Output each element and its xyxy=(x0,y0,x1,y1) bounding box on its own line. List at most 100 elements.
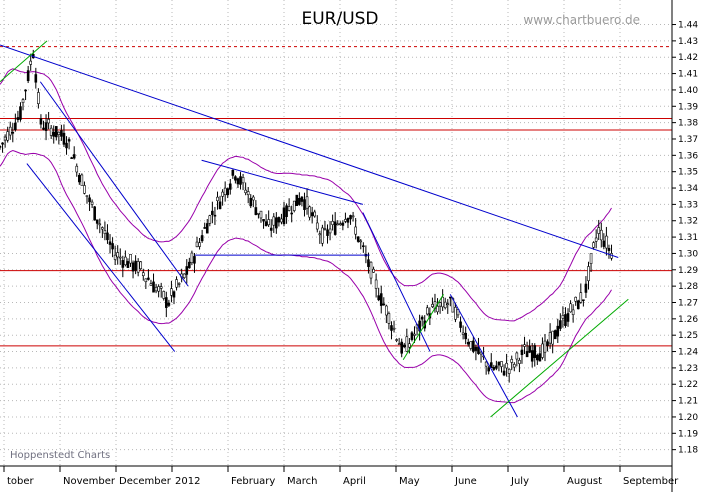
candle-body xyxy=(574,296,577,302)
candle-body xyxy=(495,365,498,369)
candle-body xyxy=(589,253,593,264)
y-tick-label: 1.28 xyxy=(678,282,698,292)
axes xyxy=(0,0,673,492)
y-tick-label: 1.27 xyxy=(678,298,698,308)
candle-body xyxy=(193,256,196,264)
candle-body xyxy=(390,325,393,331)
candle-body xyxy=(533,345,537,358)
candle-body xyxy=(16,117,20,120)
candle-body xyxy=(336,223,340,226)
y-tick-label: 1.26 xyxy=(678,315,698,325)
candle-body xyxy=(264,221,268,227)
candle-body xyxy=(556,325,560,337)
candle-body xyxy=(369,261,373,279)
candle-body xyxy=(328,228,332,234)
candle-body xyxy=(244,189,247,194)
candle-body xyxy=(530,350,534,362)
candle-body xyxy=(218,201,222,210)
candle-body xyxy=(510,359,514,363)
candle-body xyxy=(223,187,227,195)
y-tick-label: 1.23 xyxy=(678,364,698,374)
trend-line-green-top xyxy=(0,40,48,83)
candle-body xyxy=(594,237,598,242)
candle-body xyxy=(438,302,442,307)
candle-body xyxy=(541,343,544,358)
candle-body xyxy=(136,261,140,273)
candle-body xyxy=(26,70,30,82)
candle-body xyxy=(275,217,278,229)
candle-body xyxy=(44,122,48,131)
candle-body xyxy=(553,330,557,340)
candle-body xyxy=(528,345,531,353)
candle-body xyxy=(259,210,263,219)
candle-body xyxy=(195,241,199,248)
candle-body xyxy=(165,297,168,308)
candle-body xyxy=(341,222,345,226)
candle-body xyxy=(254,207,258,215)
trend-line-green-june xyxy=(402,294,444,360)
candle-body xyxy=(42,127,45,130)
candle-body xyxy=(65,142,68,149)
candle-body xyxy=(159,286,163,289)
candle-body xyxy=(392,327,396,330)
candle-body xyxy=(3,136,7,141)
candle-body xyxy=(454,307,457,320)
y-tick-label: 1.30 xyxy=(678,249,698,259)
candle-body xyxy=(333,221,337,235)
candle-body xyxy=(538,353,542,362)
candle-body xyxy=(39,118,43,125)
candle-body xyxy=(597,227,601,234)
candle-body xyxy=(80,174,84,186)
candle-body xyxy=(446,303,450,306)
x-tick-label: April xyxy=(343,476,366,487)
candle-body xyxy=(185,266,189,275)
y-tick-label: 1.19 xyxy=(678,429,698,439)
candle-body xyxy=(211,210,214,215)
candle-body xyxy=(52,131,56,137)
candle-body xyxy=(93,206,96,221)
x-tick-label: August xyxy=(567,476,602,487)
candle-body xyxy=(241,177,245,184)
y-tick-label: 1.37 xyxy=(678,135,698,145)
trend-line-channel-upper xyxy=(39,81,189,287)
candle-body xyxy=(175,279,178,288)
y-tick-label: 1.42 xyxy=(678,53,698,63)
candle-body xyxy=(405,336,409,352)
candle-body xyxy=(536,354,539,361)
candle-body xyxy=(141,272,145,276)
candle-body xyxy=(349,215,352,220)
candle-body xyxy=(310,212,314,217)
candle-body xyxy=(500,361,503,367)
y-tick-label: 1.39 xyxy=(678,102,698,112)
candle-body xyxy=(505,362,508,369)
x-tick-label: June xyxy=(454,476,477,487)
candle-body xyxy=(477,346,480,354)
candle-body xyxy=(162,291,166,299)
candle-body xyxy=(321,227,324,244)
candle-body xyxy=(489,362,493,368)
candle-body xyxy=(126,261,130,268)
candle-body xyxy=(198,242,201,247)
candle-body xyxy=(208,215,212,224)
source-label: Hoppenstedt Charts xyxy=(10,450,110,461)
trend-lines xyxy=(0,40,629,418)
candle-body xyxy=(579,292,583,303)
candle-body xyxy=(231,169,235,176)
candle-body xyxy=(280,218,283,223)
y-tick-label: 1.38 xyxy=(678,119,698,129)
candle-body xyxy=(584,283,588,293)
y-tick-label: 1.31 xyxy=(678,233,698,243)
candle-body xyxy=(326,229,329,236)
candle-body xyxy=(420,316,424,320)
candle-body xyxy=(67,139,71,142)
candle-body xyxy=(515,352,519,360)
candle-body xyxy=(287,206,291,211)
candle-body xyxy=(374,279,378,289)
candle-body xyxy=(469,341,473,349)
y-tick-label: 1.44 xyxy=(678,21,698,31)
candle-body xyxy=(351,215,355,218)
candle-body xyxy=(344,219,347,222)
candle-body xyxy=(318,233,322,236)
candle-body xyxy=(339,223,342,225)
